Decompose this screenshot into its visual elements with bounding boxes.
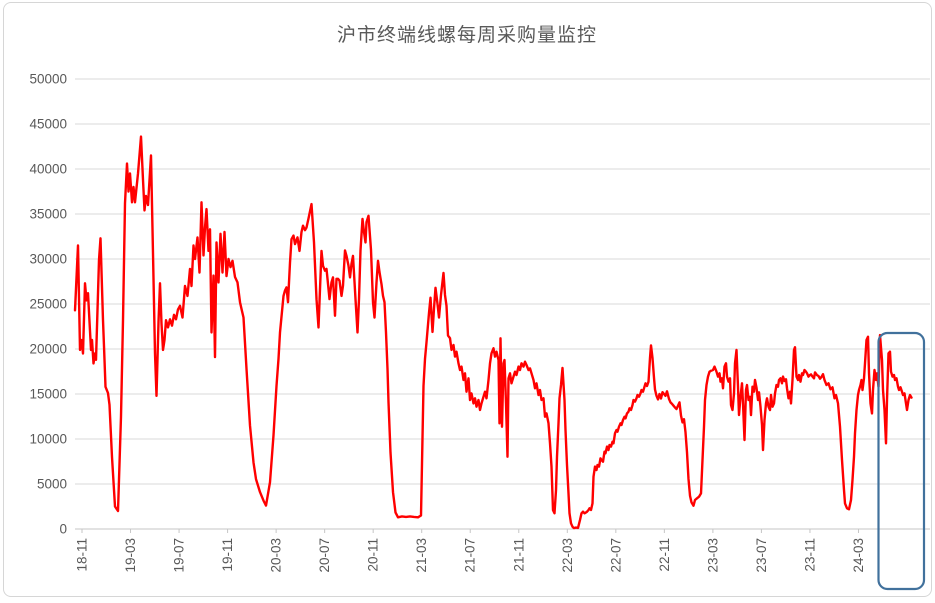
x-axis-tick-label: 22-03: [560, 538, 575, 573]
x-axis-tick-label: 23-03: [705, 538, 720, 573]
gridlines-group: [75, 78, 930, 530]
x-axis-tick-label: 21-03: [414, 538, 429, 573]
x-axis-tick-label: 20-11: [366, 538, 381, 572]
y-axis-tick-label: 35000: [29, 207, 67, 222]
x-axis-tick-label: 19-11: [220, 538, 235, 572]
x-axis-tick-label: 18-11: [75, 538, 90, 572]
y-axis-tick-label: 40000: [29, 162, 67, 177]
axes-group: [75, 528, 930, 533]
x-axis-labels-group: 18-11 19-03 19-07 19-11 20-03 20-07 20-11 21-03…: [75, 538, 866, 573]
x-axis-tick-label: 22-07: [608, 538, 623, 573]
series-line-weekly-procurement: [73, 135, 913, 530]
x-axis-tick-label: 20-07: [317, 538, 332, 573]
y-axis-tick-label: 10000: [29, 432, 67, 447]
y-axis-tick-label: 50000: [29, 72, 67, 87]
y-axis-tick-label: 0: [59, 522, 67, 537]
x-axis-tick-label: 20-03: [269, 538, 284, 573]
x-axis-tick-label: 23-07: [754, 538, 769, 573]
chart-title: 沪市终端线螺每周采购量监控: [337, 24, 597, 46]
y-axis-tick-label: 15000: [29, 387, 67, 402]
x-axis-tick-label: 24-03: [851, 538, 866, 573]
x-axis-tick-label: 19-03: [123, 538, 138, 573]
y-axis-tick-label: 25000: [29, 297, 67, 312]
x-axis-tick-label: 19-07: [172, 538, 187, 573]
y-axis-tick-label: 45000: [29, 117, 67, 132]
x-axis-tick-label: 21-07: [463, 538, 478, 573]
x-axis-tick-label: 21-11: [511, 538, 526, 572]
x-axis-tick-label: 23-11: [802, 538, 817, 572]
y-axis-tick-label: 20000: [29, 342, 67, 357]
y-axis-tick-label: 30000: [29, 252, 67, 267]
x-axis-tick-label: 22-11: [657, 538, 672, 572]
highlight-box: [877, 331, 926, 591]
y-axis-tick-label: 5000: [37, 477, 67, 492]
y-axis-labels-group: 0 5000 10000 15000 20000 25000 30000 35000 40000…: [29, 72, 67, 537]
